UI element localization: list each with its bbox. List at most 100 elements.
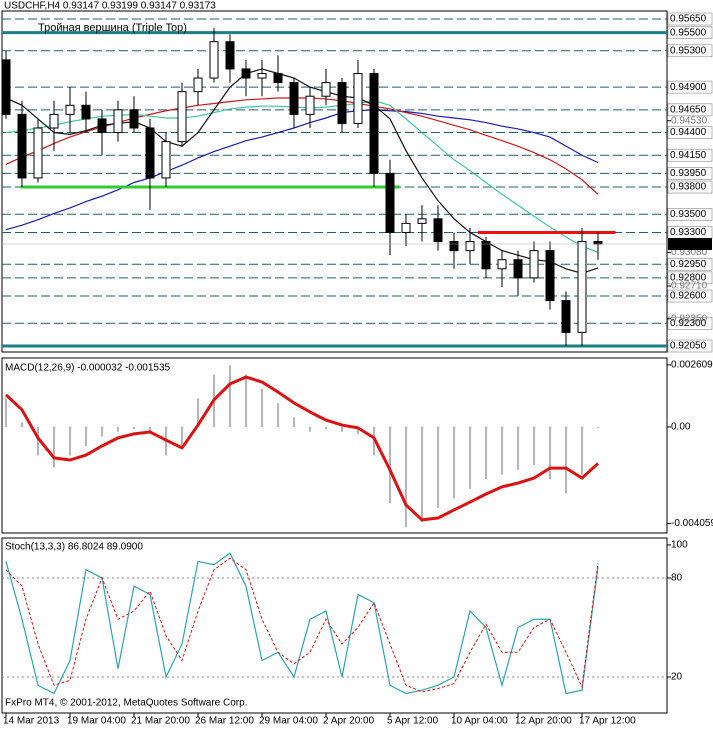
- footer: FxPro MT4, © 2001-2012, MetaQuotes Softw…: [5, 698, 247, 709]
- macd-bar: [117, 426, 119, 432]
- y-tick-label: 100: [671, 540, 688, 551]
- candle-body: [33, 127, 43, 179]
- y-tick-label: 0.93080: [671, 247, 708, 258]
- level-label: 0.93500: [670, 209, 707, 220]
- line: [5, 552, 599, 695]
- candle-body: [289, 82, 299, 115]
- macd-bar: [501, 426, 503, 475]
- level-label: 0.93300: [670, 227, 707, 238]
- level-label: 0.93800: [670, 182, 707, 193]
- x-tick-label: 29 Mar 04:00: [259, 716, 318, 727]
- candle-body: [129, 109, 139, 129]
- candle-body: [273, 72, 283, 84]
- macd-title: MACD(12,26,9) -0.000032 -0.001535: [5, 363, 171, 374]
- macd-bar: [597, 426, 599, 428]
- x-tick-label: 5 Apr 12:00: [387, 716, 439, 727]
- candle-body: [17, 113, 27, 179]
- level-label: 0.95650: [670, 14, 707, 25]
- level-label-box: [667, 207, 713, 221]
- macd-bar: [21, 422, 23, 427]
- macd-bar: [261, 388, 263, 427]
- candle-body: [513, 259, 523, 279]
- macd-bar: [341, 426, 343, 432]
- level-label-box: [667, 80, 713, 94]
- candle-body: [113, 109, 123, 134]
- macd-bar: [325, 426, 327, 430]
- main-pane: [1, 10, 668, 353]
- macd-bar: [389, 426, 391, 504]
- candle-body: [241, 68, 251, 79]
- symbol-header: USDCHF,H4 0.93147 0.93199 0.93147 0.9317…: [4, 1, 216, 12]
- macd-bar: [37, 426, 39, 456]
- line: [5, 100, 599, 254]
- y-tick-label: 0.92710: [671, 281, 708, 292]
- axes: 0.95650 0.95500 0.95300 0.94900 0.94650 0.944…: [3, 12, 713, 727]
- annotation: Тройная вершина (Triple Top): [38, 22, 187, 34]
- macd-bar: [101, 426, 103, 437]
- macd-bar: [517, 426, 519, 470]
- macd-bar: [581, 426, 583, 475]
- candle-body: [225, 41, 235, 70]
- macd-bar: [53, 426, 55, 468]
- level-label-box: [667, 271, 713, 285]
- x-tick-label: 14 Mar 2013: [3, 716, 60, 727]
- x-tick-label: 26 Mar 12:00: [195, 716, 254, 727]
- macd-bar: [469, 426, 471, 489]
- level-label-box: [667, 257, 713, 271]
- candle-body: [545, 250, 555, 302]
- stoch-pane: [1, 537, 668, 714]
- candle-body: [529, 250, 539, 279]
- x-tick-label: 17 Apr 12:00: [579, 716, 636, 727]
- candle-body: [49, 113, 59, 129]
- level-label: 0.92950: [670, 259, 707, 270]
- level-label: 0.94900: [670, 82, 707, 93]
- y-tick-label: -0.004059: [671, 518, 713, 529]
- macd-bar: [293, 417, 295, 427]
- macd-bar: [69, 426, 71, 456]
- candle-body: [145, 127, 155, 179]
- macd-bar: [309, 426, 311, 432]
- candle-body: [257, 72, 267, 79]
- candle-body: [577, 241, 587, 333]
- candle-body: [497, 259, 507, 270]
- candle-body: [369, 72, 379, 174]
- level-label: 0.92600: [670, 291, 707, 302]
- candle-body: [2, 59, 11, 115]
- y-tick-label: 0.00: [671, 422, 691, 433]
- macd-bar: [245, 374, 247, 427]
- macd-bar: [421, 426, 423, 523]
- line: [5, 109, 599, 231]
- y-tick-label: 0.94530: [671, 115, 708, 126]
- level-label-box: [667, 180, 713, 194]
- candle-body: [177, 91, 187, 143]
- y-tick-label: 0.92350: [671, 313, 708, 324]
- level-label: 0.95300: [670, 45, 707, 56]
- candle-body: [401, 222, 411, 233]
- candle-body: [97, 118, 107, 134]
- macd-bar: [405, 426, 407, 527]
- candle-body: [417, 218, 427, 224]
- level-label: 0.95500: [670, 27, 707, 38]
- level-label-box: [667, 126, 713, 139]
- level-label: 0.94400: [670, 127, 707, 138]
- candle-body: [433, 218, 443, 243]
- y-tick-label: 0.002609: [671, 360, 713, 371]
- macd-bar: [197, 398, 199, 427]
- level-label: 0.94150: [670, 150, 707, 161]
- macd-bar: [277, 403, 279, 427]
- level-label-box: [667, 26, 713, 39]
- macd-bar: [357, 426, 359, 435]
- macd-bar: [485, 426, 487, 480]
- macd-bar: [229, 365, 231, 427]
- y-tick-label: 20: [671, 672, 683, 683]
- level-label-box: [667, 103, 713, 117]
- candle-body: [561, 300, 571, 333]
- macd-pane: [1, 357, 668, 534]
- line: [5, 557, 599, 693]
- candle-body: [481, 241, 491, 270]
- macd-bar: [5, 398, 7, 427]
- macd-bar: [437, 426, 439, 508]
- candle-body: [465, 241, 475, 252]
